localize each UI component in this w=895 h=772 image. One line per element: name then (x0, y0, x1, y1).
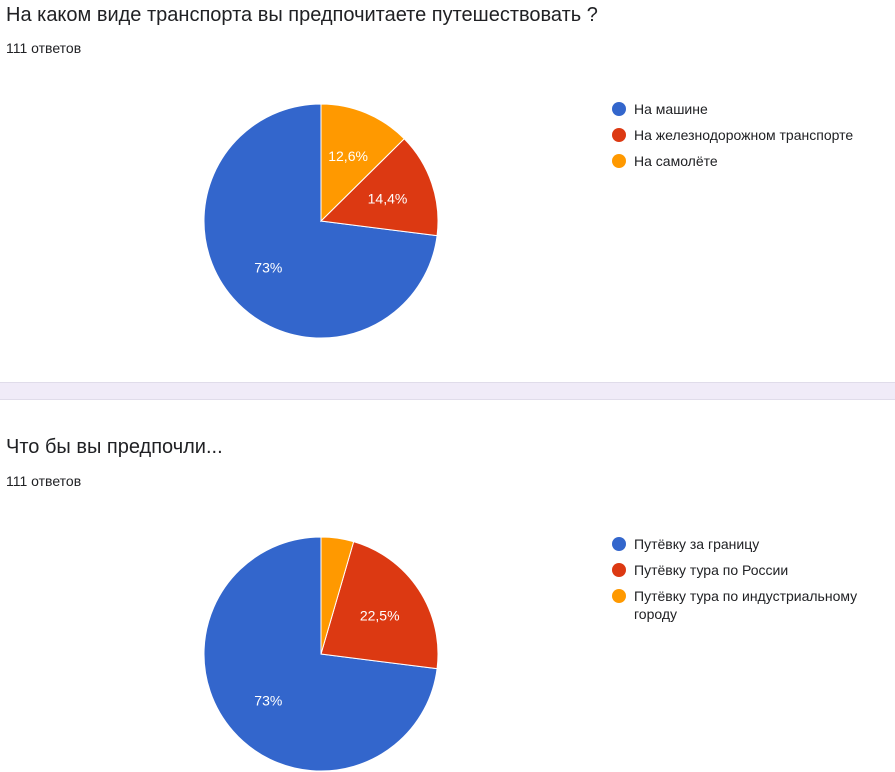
pie-slice-1-1[interactable] (320, 541, 439, 670)
chart-legend-transport: На машине На железнодорожном транспорте На… (612, 100, 894, 178)
legend-dot-icon (612, 537, 626, 551)
legend-item-0-2[interactable]: На самолёте (612, 152, 894, 170)
legend-item-1-0[interactable]: Путёвку за границу (612, 535, 894, 553)
pie-label-0-2: 12,6% (328, 148, 368, 164)
legend-dot-icon (612, 563, 626, 577)
legend-label: На самолёте (634, 153, 718, 169)
pie-label-0-0: 73% (254, 259, 282, 275)
legend-item-1-2[interactable]: Путёвку тура по индустриальному городу (612, 587, 894, 623)
legend-dot-icon (612, 589, 626, 603)
pie-slice-0-1[interactable] (319, 138, 439, 237)
response-count: 111 ответов (6, 40, 82, 56)
pie-label-0-1: 14,4% (368, 191, 408, 207)
question-title: Что бы вы предпочли... (6, 436, 223, 458)
legend-label: На железнодорожном транспорте (634, 127, 854, 143)
question-card-preference: Что бы вы предпочли... 111 ответов 73% 22… (0, 400, 895, 772)
legend-label: На машине (634, 101, 708, 117)
legend-item-0-0[interactable]: На машине (612, 100, 894, 118)
pie-slice-0-2[interactable] (320, 103, 405, 223)
legend-item-0-1[interactable]: На железнодорожном транспорте (612, 126, 894, 144)
legend-dot-icon (612, 128, 626, 142)
legend-item-1-1[interactable]: Путёвку тура по России (612, 561, 894, 579)
card-separator (0, 382, 895, 400)
pie-chart-preference: 73% 22,5% (203, 536, 439, 772)
legend-label: Путёвку за границу (634, 536, 760, 552)
legend-label: Путёвку тура по индустриальному городу (634, 588, 858, 622)
chart-legend-preference: Путёвку за границу Путёвку тура по России… (612, 535, 894, 631)
pie-label-1-1: 22,5% (360, 608, 400, 624)
legend-dot-icon (612, 154, 626, 168)
legend-dot-icon (612, 102, 626, 116)
pie-slice-1-2[interactable] (320, 536, 355, 655)
question-card-transport: На каком виде транспорта вы предпочитает… (0, 0, 895, 382)
legend-label: Путёвку тура по России (634, 562, 789, 578)
pie-chart-transport: 73% 14,4% 12,6% (203, 103, 439, 339)
response-count: 111 ответов (6, 473, 82, 489)
question-title: На каком виде транспорта вы предпочитает… (6, 4, 598, 26)
pie-label-1-0: 73% (254, 692, 282, 708)
